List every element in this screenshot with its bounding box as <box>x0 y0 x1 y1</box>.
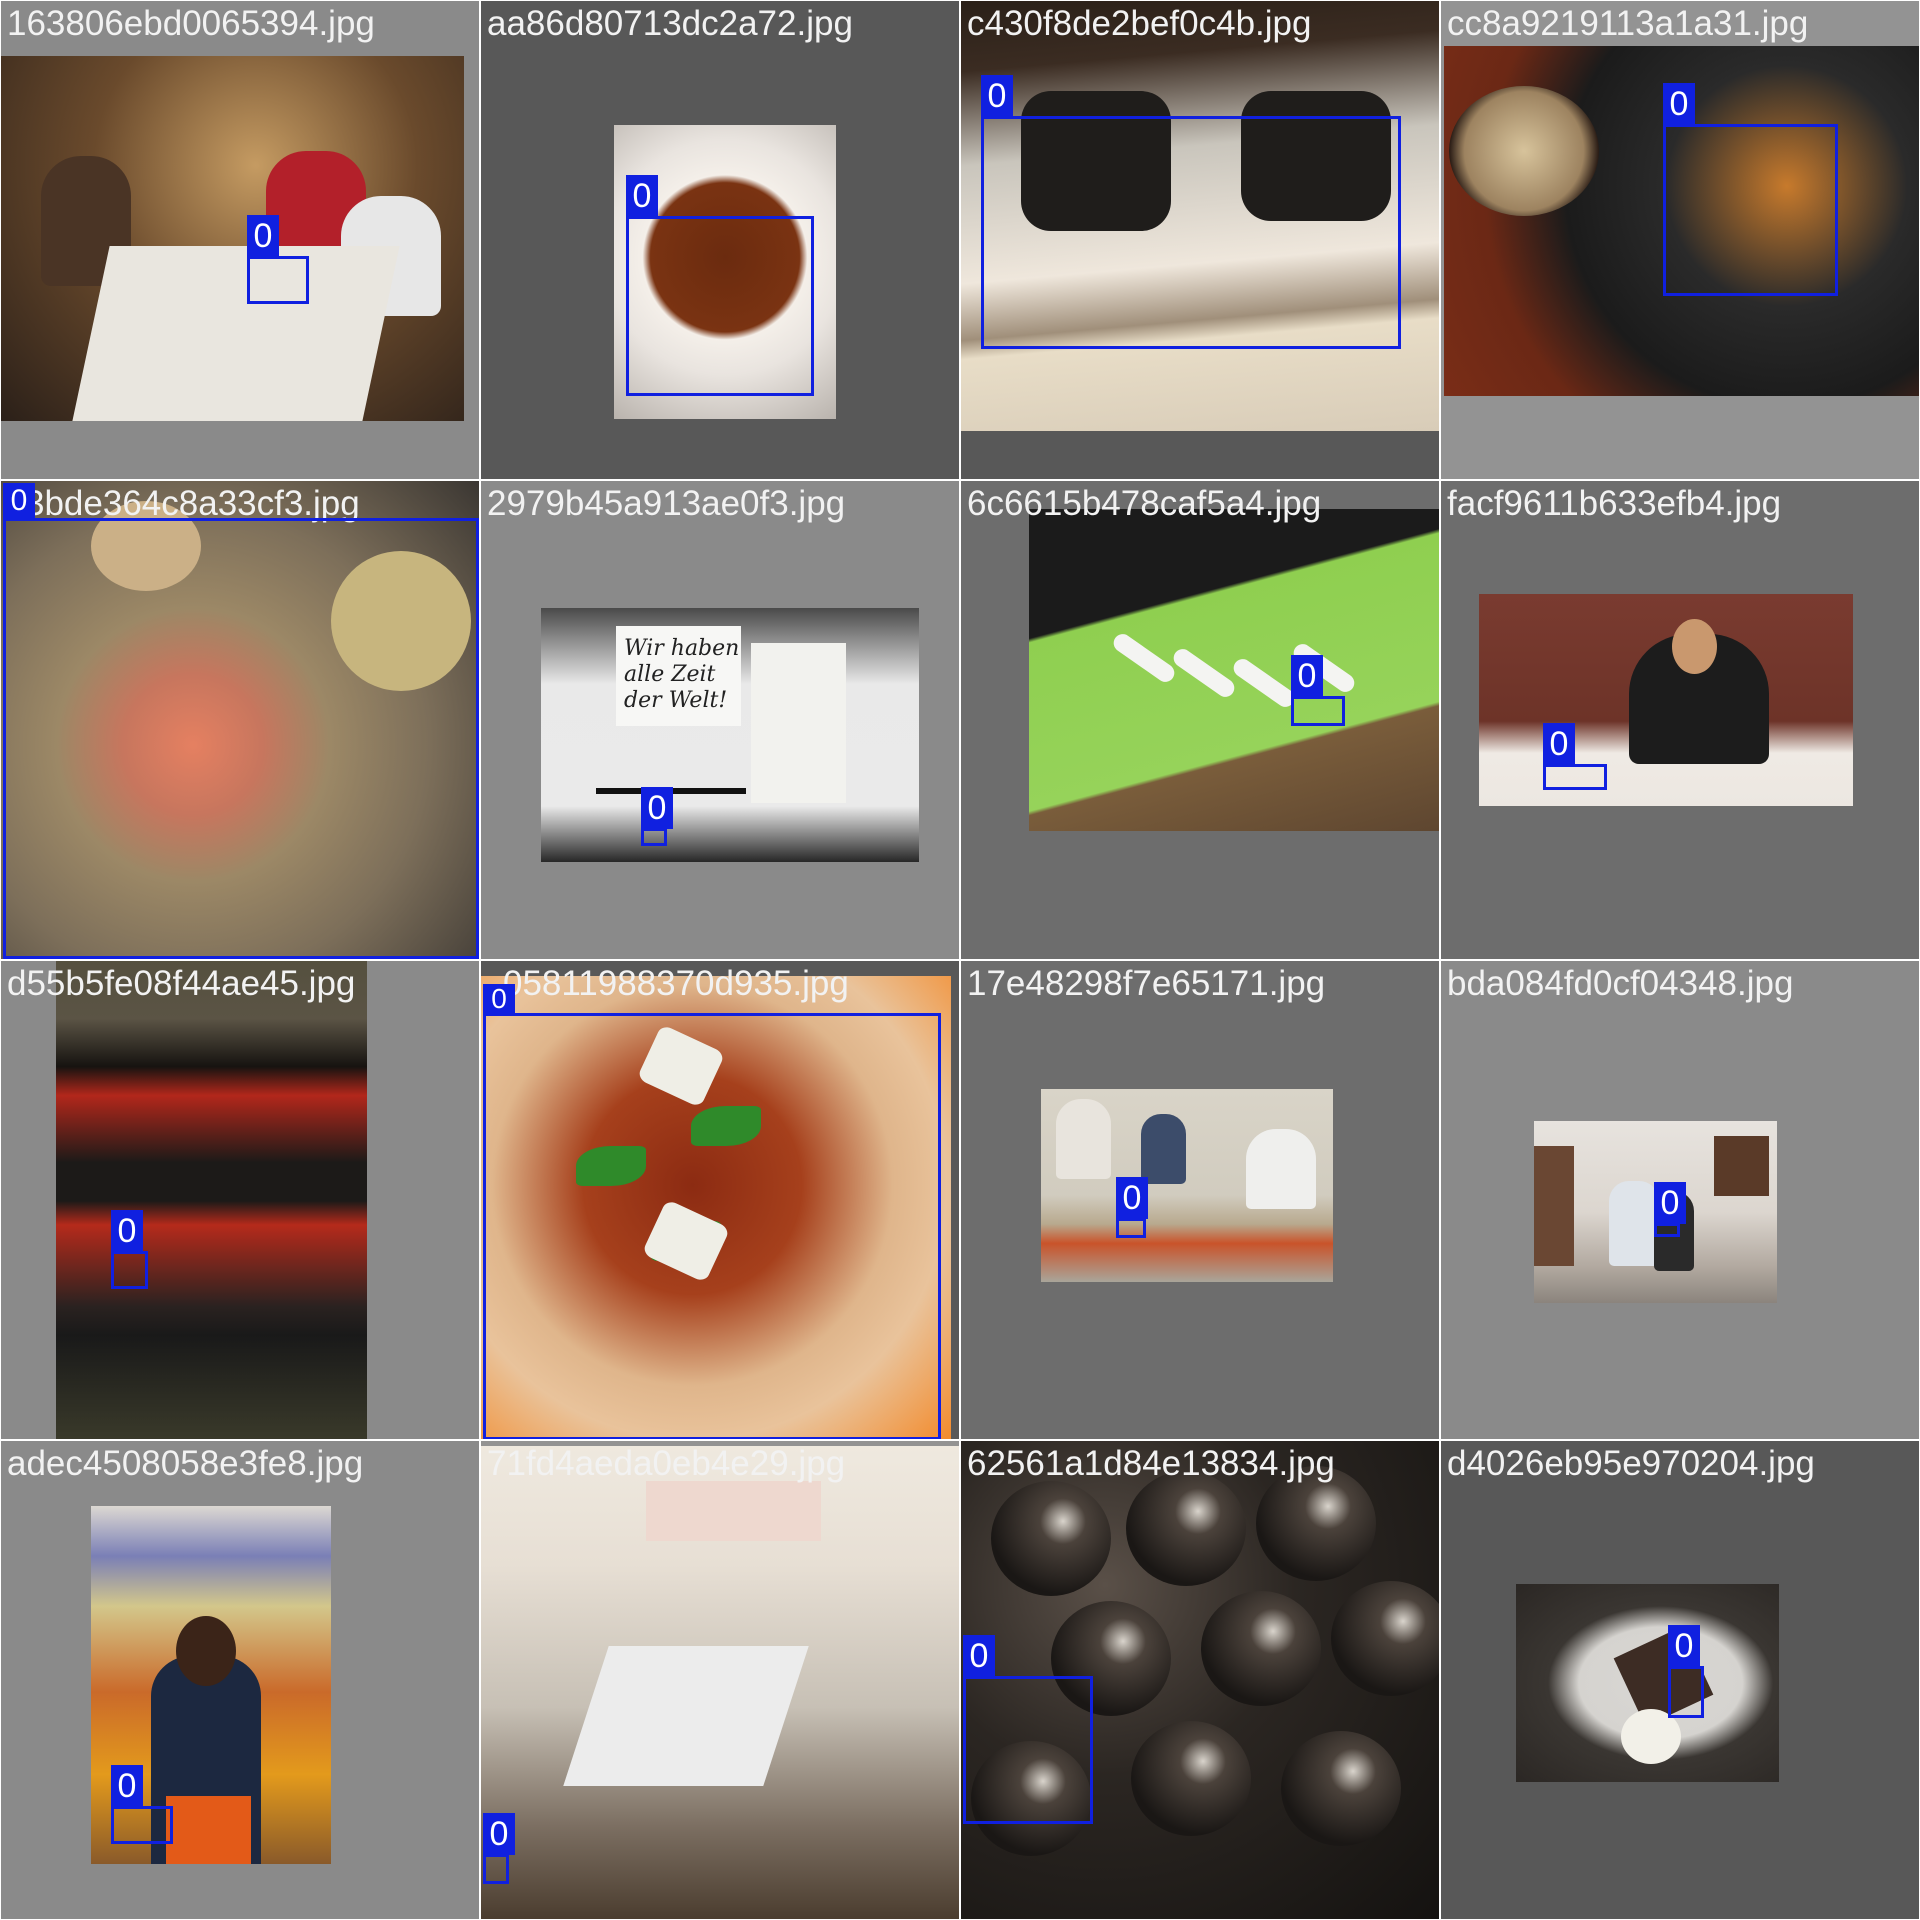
bounding-box: 0 <box>981 75 1401 349</box>
bbox-class-label: 0 <box>1668 1625 1700 1667</box>
bbox-class-label: 0 <box>483 984 515 1014</box>
tile-photo <box>56 961 367 1439</box>
bbox-class-label: 0 <box>3 483 35 519</box>
grid-tile[interactable]: bda084fd0cf04348.jpg 0 <box>1440 960 1920 1440</box>
bbox-class-label: 0 <box>981 75 1013 117</box>
bounding-box: 0 <box>247 215 309 304</box>
bbox-class-label: 0 <box>1291 655 1323 697</box>
tile-photo <box>961 1 1439 431</box>
grid-tile[interactable]: aa86d80713dc2a72.jpg 0 <box>480 0 960 480</box>
tile-filename: bda084fd0cf04348.jpg <box>1447 964 1794 1003</box>
grid-tile[interactable]: 163806ebd0065394.jpg 0 <box>0 0 480 480</box>
tile-filename: 05811988370d935.jpg <box>503 964 849 1003</box>
tile-filename: 2979b45a913ae0f3.jpg <box>487 484 846 523</box>
bbox-class-label: 0 <box>247 215 279 257</box>
tile-photo <box>961 1441 1439 1919</box>
grid-tile[interactable]: c430f8de2bef0c4b.jpg 0 <box>960 0 1440 480</box>
bbox-class-label: 0 <box>111 1210 143 1252</box>
tile-photo <box>1041 1089 1333 1282</box>
bounding-box: 0 <box>111 1210 148 1289</box>
tile-photo <box>614 125 836 419</box>
bounding-box: 0 <box>483 1813 515 1884</box>
grid-tile[interactable]: Wir haben alle Zeit der Welt! 2979b45a91… <box>480 480 960 960</box>
grid-tile[interactable]: adec4508058e3fe8.jpg 0 <box>0 1440 480 1920</box>
tile-photo <box>481 976 951 1439</box>
bounding-box: 0 <box>963 1635 1093 1824</box>
grid-tile[interactable]: cc8a9219113a1a31.jpg 0 <box>1440 0 1920 480</box>
wall-sign-text: Wir haben alle Zeit der Welt! <box>624 636 740 713</box>
bounding-box: 0 <box>1291 655 1345 726</box>
bbox-class-label: 0 <box>1116 1177 1148 1219</box>
bbox-class-label: 0 <box>963 1635 995 1677</box>
bounding-box: 0 <box>1663 83 1838 296</box>
bounding-box: 0 <box>641 787 673 846</box>
tile-photo <box>1479 594 1853 806</box>
tile-photo <box>1029 509 1439 831</box>
tile-filename: 6c6615b478caf5a4.jpg <box>967 484 1322 523</box>
grid-tile[interactable]: d55b5fe08f44ae45.jpg 0 <box>0 960 480 1440</box>
grid-tile[interactable]: d4026eb95e970204.jpg 0 <box>1440 1440 1920 1920</box>
bbox-class-label: 0 <box>111 1765 143 1807</box>
grid-tile[interactable]: facf9611b633efb4.jpg 0 <box>1440 480 1920 960</box>
bounding-box: 0 <box>1543 723 1607 790</box>
tile-filename: adec4508058e3fe8.jpg <box>7 1444 364 1483</box>
bbox-class-label: 0 <box>626 175 658 217</box>
tile-filename: 17e48298f7e65171.jpg <box>967 964 1326 1003</box>
tile-photo: Wir haben alle Zeit der Welt! <box>541 608 919 862</box>
bbox-class-label: 0 <box>1654 1182 1686 1224</box>
tile-photo <box>1 56 464 421</box>
bbox-class-label: 0 <box>1543 723 1575 765</box>
bounding-box: 0 <box>111 1765 173 1844</box>
tile-filename: d55b5fe08f44ae45.jpg <box>7 964 356 1003</box>
tile-filename: 62561a1d84e13834.jpg <box>967 1444 1335 1483</box>
tile-photo <box>1516 1584 1779 1782</box>
tile-filename: cc8a9219113a1a31.jpg <box>1447 4 1809 43</box>
grid-tile[interactable]: 17e48298f7e65171.jpg 0 <box>960 960 1440 1440</box>
tile-photo <box>481 1446 959 1919</box>
bounding-box: 0 <box>3 483 479 959</box>
bounding-box: 0 <box>483 984 941 1439</box>
grid-tile[interactable]: 05811988370d935.jpg 0 <box>480 960 960 1440</box>
bounding-box: 0 <box>1654 1182 1686 1237</box>
grid-tile[interactable]: 62561a1d84e13834.jpg 0 <box>960 1440 1440 1920</box>
tile-filename: 3bde364c8a33cf3.jpg <box>25 484 360 523</box>
tile-filename: facf9611b633efb4.jpg <box>1447 484 1782 523</box>
tile-photo <box>1 481 479 959</box>
tile-filename: d4026eb95e970204.jpg <box>1447 1444 1815 1483</box>
tile-photo <box>91 1506 331 1864</box>
tile-filename: aa86d80713dc2a72.jpg <box>487 4 853 43</box>
bbox-class-label: 0 <box>483 1813 515 1855</box>
bounding-box: 0 <box>626 175 814 396</box>
grid-tile[interactable]: 6c6615b478caf5a4.jpg 0 <box>960 480 1440 960</box>
grid-tile[interactable]: 3bde364c8a33cf3.jpg 0 <box>0 480 480 960</box>
tile-filename: 71fd4aeda0eb4e29.jpg <box>487 1444 846 1483</box>
grid-tile[interactable]: 71fd4aeda0eb4e29.jpg 0 <box>480 1440 960 1920</box>
bounding-box: 0 <box>1116 1177 1148 1238</box>
bbox-class-label: 0 <box>1663 83 1695 125</box>
tile-filename: c430f8de2bef0c4b.jpg <box>967 4 1312 43</box>
bbox-class-label: 0 <box>641 787 673 829</box>
bounding-box: 0 <box>1668 1625 1704 1718</box>
tile-filename: 163806ebd0065394.jpg <box>7 4 375 43</box>
